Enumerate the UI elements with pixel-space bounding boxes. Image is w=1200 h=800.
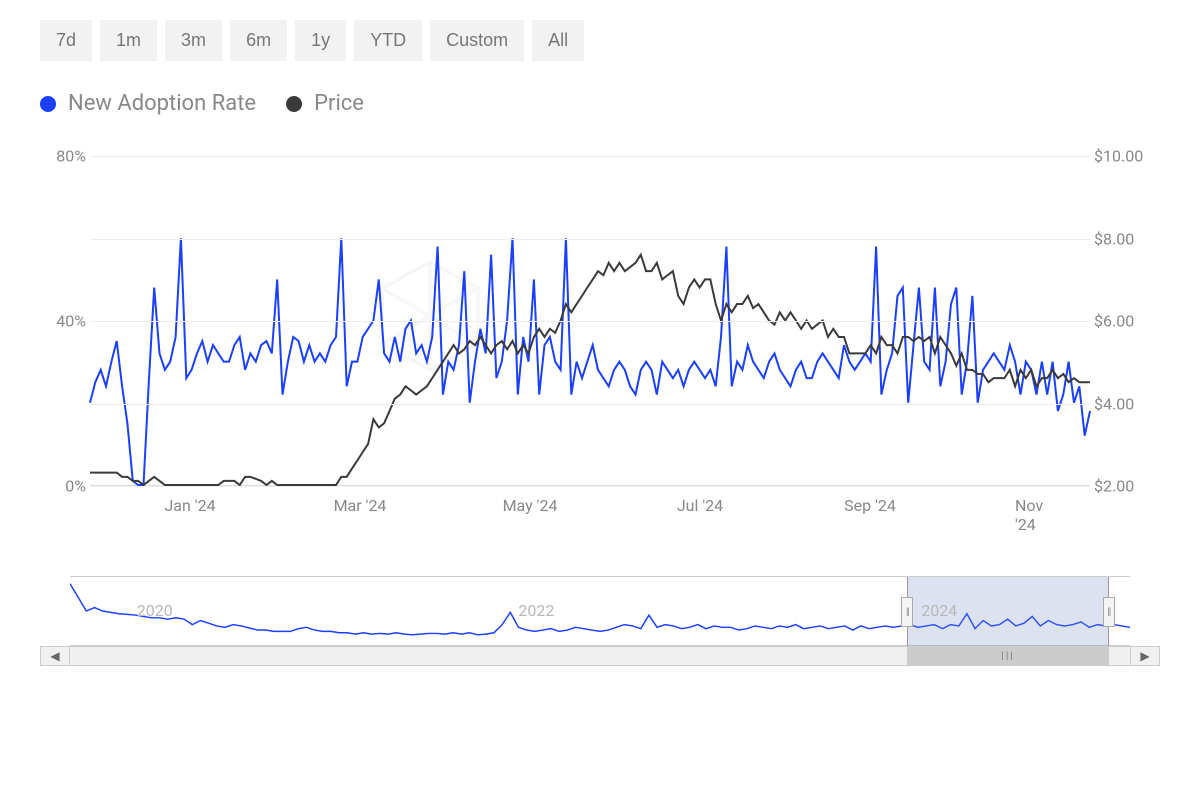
time-button-all[interactable]: All xyxy=(532,20,584,61)
time-range-buttons: 7d1m3m6m1yYTDCustomAll xyxy=(40,20,1160,61)
gridline xyxy=(90,404,1090,405)
overview-handle-left[interactable] xyxy=(901,597,913,627)
time-button-ytd[interactable]: YTD xyxy=(354,20,422,61)
x-tick: Jan '24 xyxy=(164,496,215,515)
overview-selection[interactable] xyxy=(907,577,1108,647)
legend-item-adoption[interactable]: New Adoption Rate xyxy=(40,91,256,116)
scroll-thumb[interactable]: ||| xyxy=(907,647,1108,665)
y-right-tick: $4.00 xyxy=(1094,394,1134,413)
scroll-track[interactable]: ||| xyxy=(70,646,1130,666)
legend-item-price[interactable]: Price xyxy=(286,91,364,116)
legend-label-adoption: New Adoption Rate xyxy=(68,91,256,116)
overview-handle-right[interactable] xyxy=(1103,597,1115,627)
line-adoption xyxy=(90,238,1090,485)
y-left-tick: 40% xyxy=(56,312,86,331)
overview-scrollbar[interactable]: ◀ ||| ▶ xyxy=(40,646,1160,666)
y-right-tick: $8.00 xyxy=(1094,229,1134,248)
legend: New Adoption Rate Price xyxy=(40,91,1160,116)
y-right-tick: $6.00 xyxy=(1094,312,1134,331)
time-button-1m[interactable]: 1m xyxy=(100,20,157,61)
overview-chart[interactable]: 202020222024 ◀ ||| ▶ xyxy=(40,576,1160,666)
overview-plot[interactable] xyxy=(70,576,1130,646)
gridline xyxy=(90,486,1090,487)
x-tick: Jul '24 xyxy=(677,496,723,515)
gridline xyxy=(90,156,1090,157)
time-button-7d[interactable]: 7d xyxy=(40,20,92,61)
scroll-left-button[interactable]: ◀ xyxy=(40,646,70,666)
time-button-custom[interactable]: Custom xyxy=(430,20,524,61)
x-tick: Nov '24 xyxy=(1015,496,1065,534)
time-button-6m[interactable]: 6m xyxy=(230,20,287,61)
y-right-tick: $2.00 xyxy=(1094,477,1134,496)
y-left-tick: 0% xyxy=(65,477,86,496)
main-chart[interactable]: 0%40%80% $2.00$4.00$6.00$8.00$10.00 Jan … xyxy=(40,156,1160,536)
y-axis-right: $2.00$4.00$6.00$8.00$10.00 xyxy=(1094,156,1160,486)
scroll-right-button[interactable]: ▶ xyxy=(1130,646,1160,666)
time-button-1y[interactable]: 1y xyxy=(295,20,346,61)
legend-dot-price xyxy=(286,96,302,112)
y-right-tick: $10.00 xyxy=(1094,147,1143,166)
gridline xyxy=(90,321,1090,322)
gridline xyxy=(90,239,1090,240)
y-axis-left: 0%40%80% xyxy=(40,156,86,486)
x-tick: Mar '24 xyxy=(334,496,387,515)
x-tick: May '24 xyxy=(503,496,558,515)
time-button-3m[interactable]: 3m xyxy=(165,20,222,61)
plot-area[interactable] xyxy=(90,156,1090,486)
legend-label-price: Price xyxy=(314,91,364,116)
legend-dot-adoption xyxy=(40,96,56,112)
y-left-tick: 80% xyxy=(56,147,86,166)
x-tick: Sep '24 xyxy=(844,496,896,515)
